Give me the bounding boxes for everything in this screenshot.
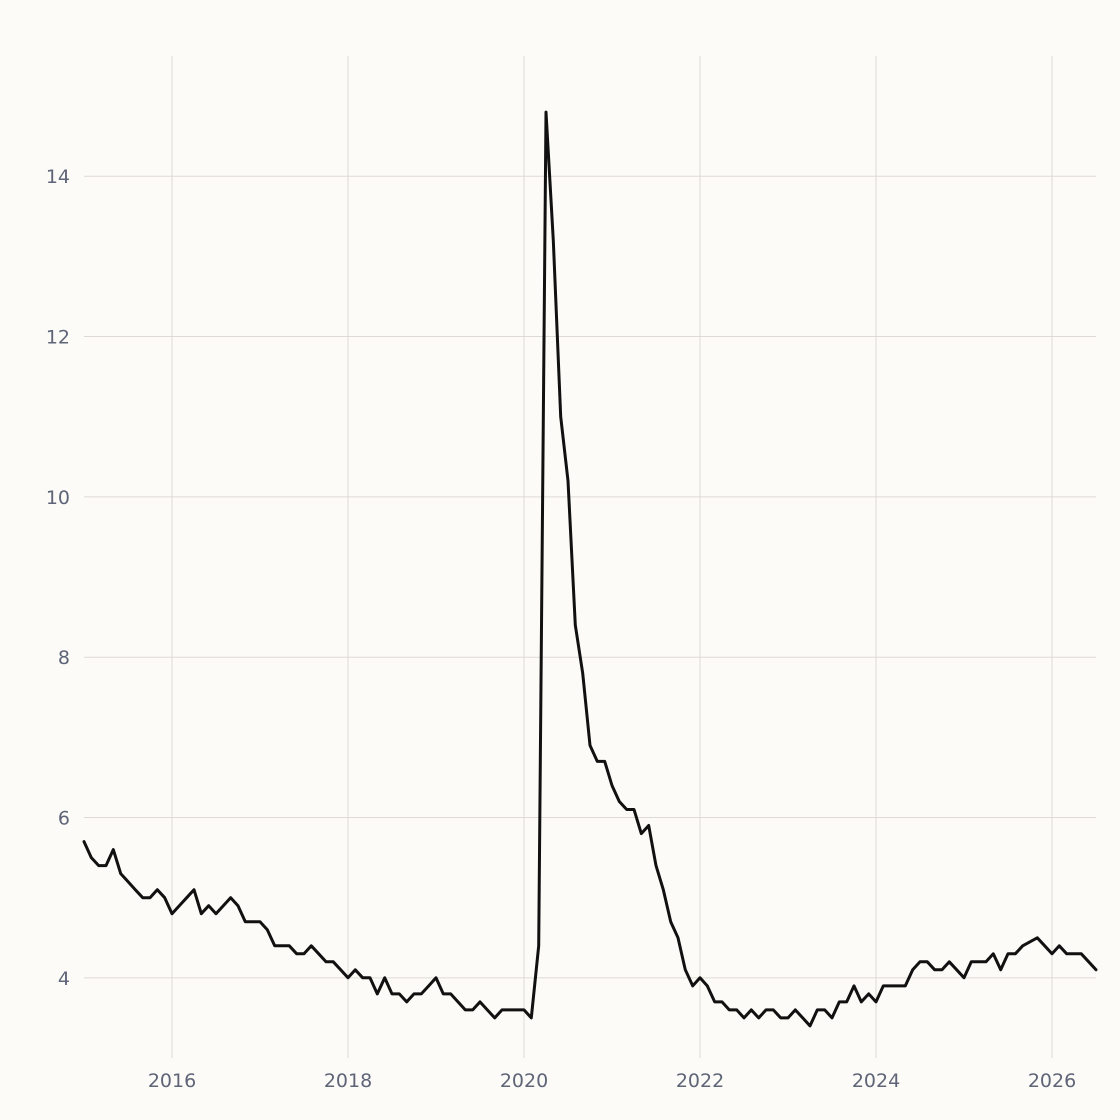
x-tick-label: 2024 — [852, 1070, 900, 1092]
tick-labels: 2016 2018 2020 2022 2024 2026 4 6 8 10 12 14 — [46, 166, 1076, 1092]
y-tick-label: 14 — [46, 166, 70, 188]
x-tick-label: 2020 — [500, 1070, 548, 1092]
x-tick-label: 2026 — [1028, 1070, 1076, 1092]
grid-layer — [84, 56, 1096, 1058]
y-tick-label: 8 — [58, 647, 70, 669]
series-layer — [82, 110, 1098, 1028]
series-line-0 — [82, 110, 1098, 1028]
y-tick-label: 4 — [58, 968, 70, 990]
y-tick-label: 12 — [46, 327, 70, 349]
y-tick-label: 6 — [58, 808, 70, 830]
x-tick-label: 2016 — [148, 1070, 196, 1092]
y-tick-label: 10 — [46, 487, 70, 509]
x-tick-label: 2018 — [324, 1070, 372, 1092]
x-tick-label: 2022 — [676, 1070, 724, 1092]
